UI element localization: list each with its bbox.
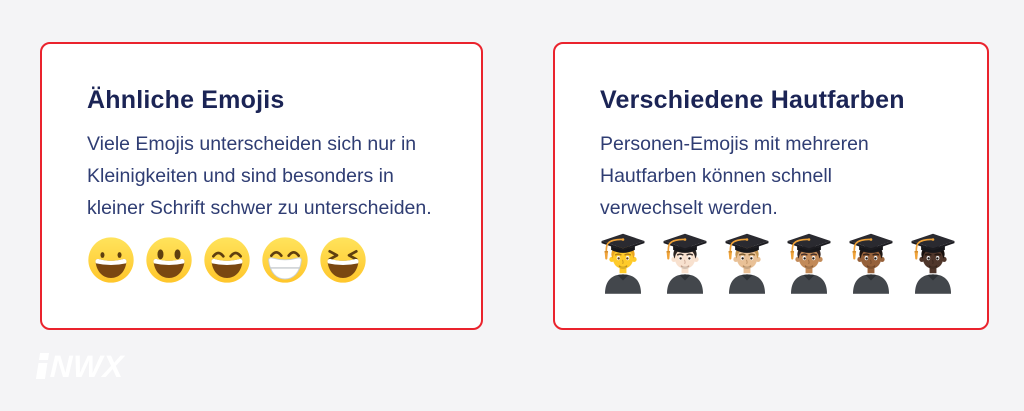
card-title: Ähnliche Emojis (87, 86, 285, 114)
emoji-beaming-face-with-smiling-eyes (261, 236, 309, 284)
emoji-man-student-dark-skin (910, 231, 956, 294)
description-line: Viele Emojis unterscheiden sich nur in (87, 133, 417, 155)
emoji-man-student-medium-skin (786, 231, 832, 294)
card-similar-emojis: Ähnliche Emojis Viele Emojis unterscheid… (40, 42, 483, 330)
inwx-logo: NWX (35, 349, 125, 384)
emoji-grinning-face-with-smiling-eyes (203, 236, 251, 284)
emoji-man-student-medium-dark-skin (848, 231, 894, 294)
description-line: Kleinigkeiten und sind besonders in (87, 165, 394, 187)
emoji-grinning-squinting-face (319, 236, 367, 284)
logo-i-stem (35, 363, 48, 379)
card-skin-tones: Verschiedene Hautfarben Personen-Emojis … (553, 42, 989, 330)
description-line: kleiner Schrift schwer zu unterscheiden. (87, 197, 432, 219)
logo-letters: NWX (49, 349, 125, 384)
emoji-grinning-face (87, 236, 135, 284)
emoji-man-student-medium-light-skin (724, 231, 770, 294)
card-description: Personen-Emojis mit mehreren Hautfarben … (600, 128, 957, 224)
emoji-man-student (600, 231, 646, 294)
description-line: verwechselt werden. (600, 197, 778, 219)
logo-i-dot (38, 353, 50, 360)
description-line: Hautfarben können schnell (600, 165, 832, 187)
student-emoji-row (600, 231, 957, 294)
emoji-grinning-face-with-big-eyes (145, 236, 193, 284)
smiley-emoji-row (87, 236, 451, 284)
description-line: Personen-Emojis mit mehreren (600, 133, 869, 155)
logo-letter-i (35, 353, 50, 379)
card-title: Verschiedene Hautfarben (600, 86, 905, 114)
card-description: Viele Emojis unterscheiden sich nur in K… (87, 128, 451, 224)
emoji-man-student-light-skin (662, 231, 708, 294)
